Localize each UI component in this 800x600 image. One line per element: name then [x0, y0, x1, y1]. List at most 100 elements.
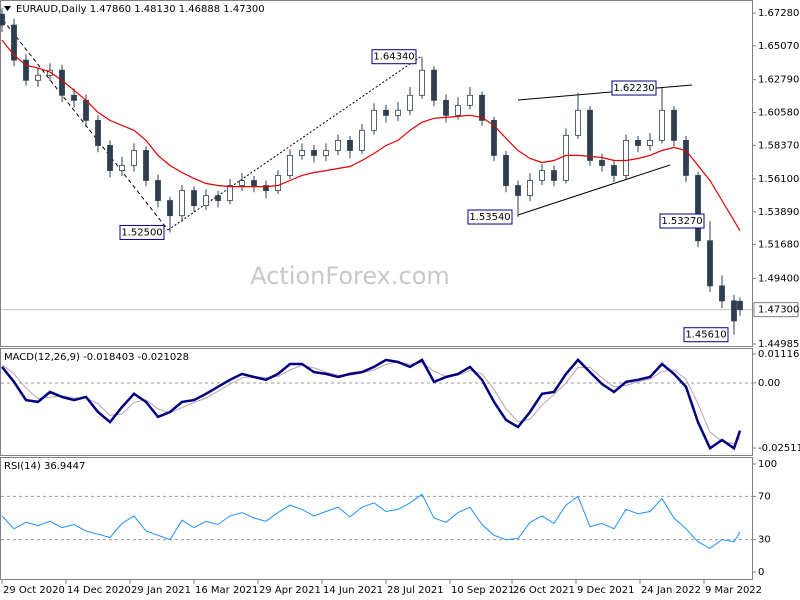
candle-body [647, 140, 653, 146]
candle-body [575, 109, 581, 136]
chart-header: EURAUD,Daily 1.47860 1.48130 1.46888 1.4… [16, 4, 265, 15]
price-annotation-box [611, 80, 657, 96]
y-tick-label: -0.025117 [758, 443, 800, 454]
price-annotation: 1.52500 [121, 227, 162, 238]
candle-body [191, 190, 197, 206]
y-tick-label: 1.65070 [758, 41, 799, 52]
candle-body [311, 150, 317, 156]
candle-body [455, 104, 461, 116]
candle-body [239, 180, 245, 186]
candle-body [611, 165, 617, 176]
trend-line [517, 84, 693, 101]
price-annotation: 1.53270 [661, 216, 702, 227]
x-tick-label: 10 Sep 2021 [451, 585, 514, 596]
candle-body [287, 155, 293, 176]
price-panel [0, 0, 753, 347]
x-tick-label: 29 Jan 2021 [131, 585, 191, 596]
candle-body [659, 109, 665, 141]
candle-body [203, 195, 209, 206]
y-tick-label: 1.56100 [758, 174, 799, 185]
rsi-line [1, 493, 741, 549]
rsi-title: RSI(14) 36.9447 [4, 461, 85, 472]
y-tick-label: 70 [758, 491, 771, 502]
candle-body [683, 140, 689, 176]
candle-body [395, 109, 401, 116]
macd-line [1, 358, 742, 451]
candle-body [107, 145, 113, 171]
candle-body [707, 240, 713, 287]
candle-body [431, 69, 437, 101]
x-tick-label: 29 Apr 2021 [259, 585, 321, 596]
candle-body [0, 13, 5, 26]
candle-body [503, 155, 509, 186]
candle-body [35, 74, 41, 81]
y-tick-label: 1.53890 [758, 207, 799, 218]
candle-body [587, 109, 593, 161]
x-tick-label: 9 Mar 2022 [705, 585, 762, 596]
candle-body [599, 160, 605, 166]
candle-body [335, 140, 341, 151]
candle-body [551, 170, 557, 181]
trend-line [517, 164, 671, 216]
candle-body [737, 300, 743, 311]
price-annotation-box [683, 327, 729, 343]
candle-body [167, 200, 173, 217]
x-tick-label: 9 Dec 2021 [577, 585, 635, 596]
price-annotation: 1.45610 [685, 330, 726, 341]
candle-body [731, 300, 737, 322]
watermark: ActionForex.com [250, 262, 450, 290]
y-tick-label: 1.67280 [758, 8, 799, 19]
candle-body [695, 175, 701, 242]
candle-body [275, 175, 281, 191]
y-tick-label: 1.49400 [758, 273, 799, 284]
candle-body [251, 180, 257, 186]
candle-body [371, 109, 377, 131]
y-tick-label: 0 [758, 567, 764, 578]
candle-body [719, 285, 725, 302]
trend-line [167, 56, 421, 231]
moving-average [1, 39, 741, 232]
candle-body [179, 190, 185, 217]
candle-body [359, 129, 365, 151]
x-tick-label: 14 Dec 2020 [67, 585, 131, 596]
price-annotation-box [659, 213, 705, 229]
candle-body [443, 99, 449, 116]
candle-body [23, 59, 29, 81]
macd-panel [0, 348, 753, 456]
candle-body [71, 94, 77, 101]
candle-body [623, 140, 629, 176]
candle-body [83, 99, 89, 121]
y-tick-label: 1.51680 [758, 240, 799, 251]
header-icon [4, 6, 11, 11]
x-tick-label: 16 Mar 2021 [195, 585, 258, 596]
macd-title: MACD(12,26,9) -0.018403 -0.021028 [4, 352, 189, 363]
x-tick-label: 14 Jun 2021 [323, 585, 383, 596]
price-annotation: 1.62230 [613, 83, 654, 94]
x-tick-label: 26 Oct 2021 [513, 585, 575, 596]
price-annotation-box [371, 49, 417, 65]
y-tick-label: 1.60580 [758, 108, 799, 119]
x-tick-label: 29 Oct 2020 [3, 585, 65, 596]
candle-body [419, 69, 425, 96]
candle-body [515, 185, 521, 196]
price-annotation-box [119, 224, 165, 240]
candle-body [11, 24, 17, 61]
candle-body [323, 150, 329, 156]
candle-body [563, 134, 569, 181]
candle-body [467, 94, 473, 106]
candle-body [215, 195, 221, 201]
candle-body [95, 119, 101, 146]
candle-body [479, 94, 485, 121]
candle-body [263, 185, 269, 191]
y-tick-label: 1.58370 [758, 140, 799, 151]
candle-body [299, 150, 305, 156]
y-tick-label: 0.00 [758, 378, 780, 389]
current-price-label: 1.47300 [758, 305, 799, 316]
y-tick-label: 100 [758, 459, 777, 470]
candle-body [407, 94, 413, 111]
candle-body [671, 109, 677, 141]
x-tick-label: 24 Jan 2022 [641, 585, 701, 596]
